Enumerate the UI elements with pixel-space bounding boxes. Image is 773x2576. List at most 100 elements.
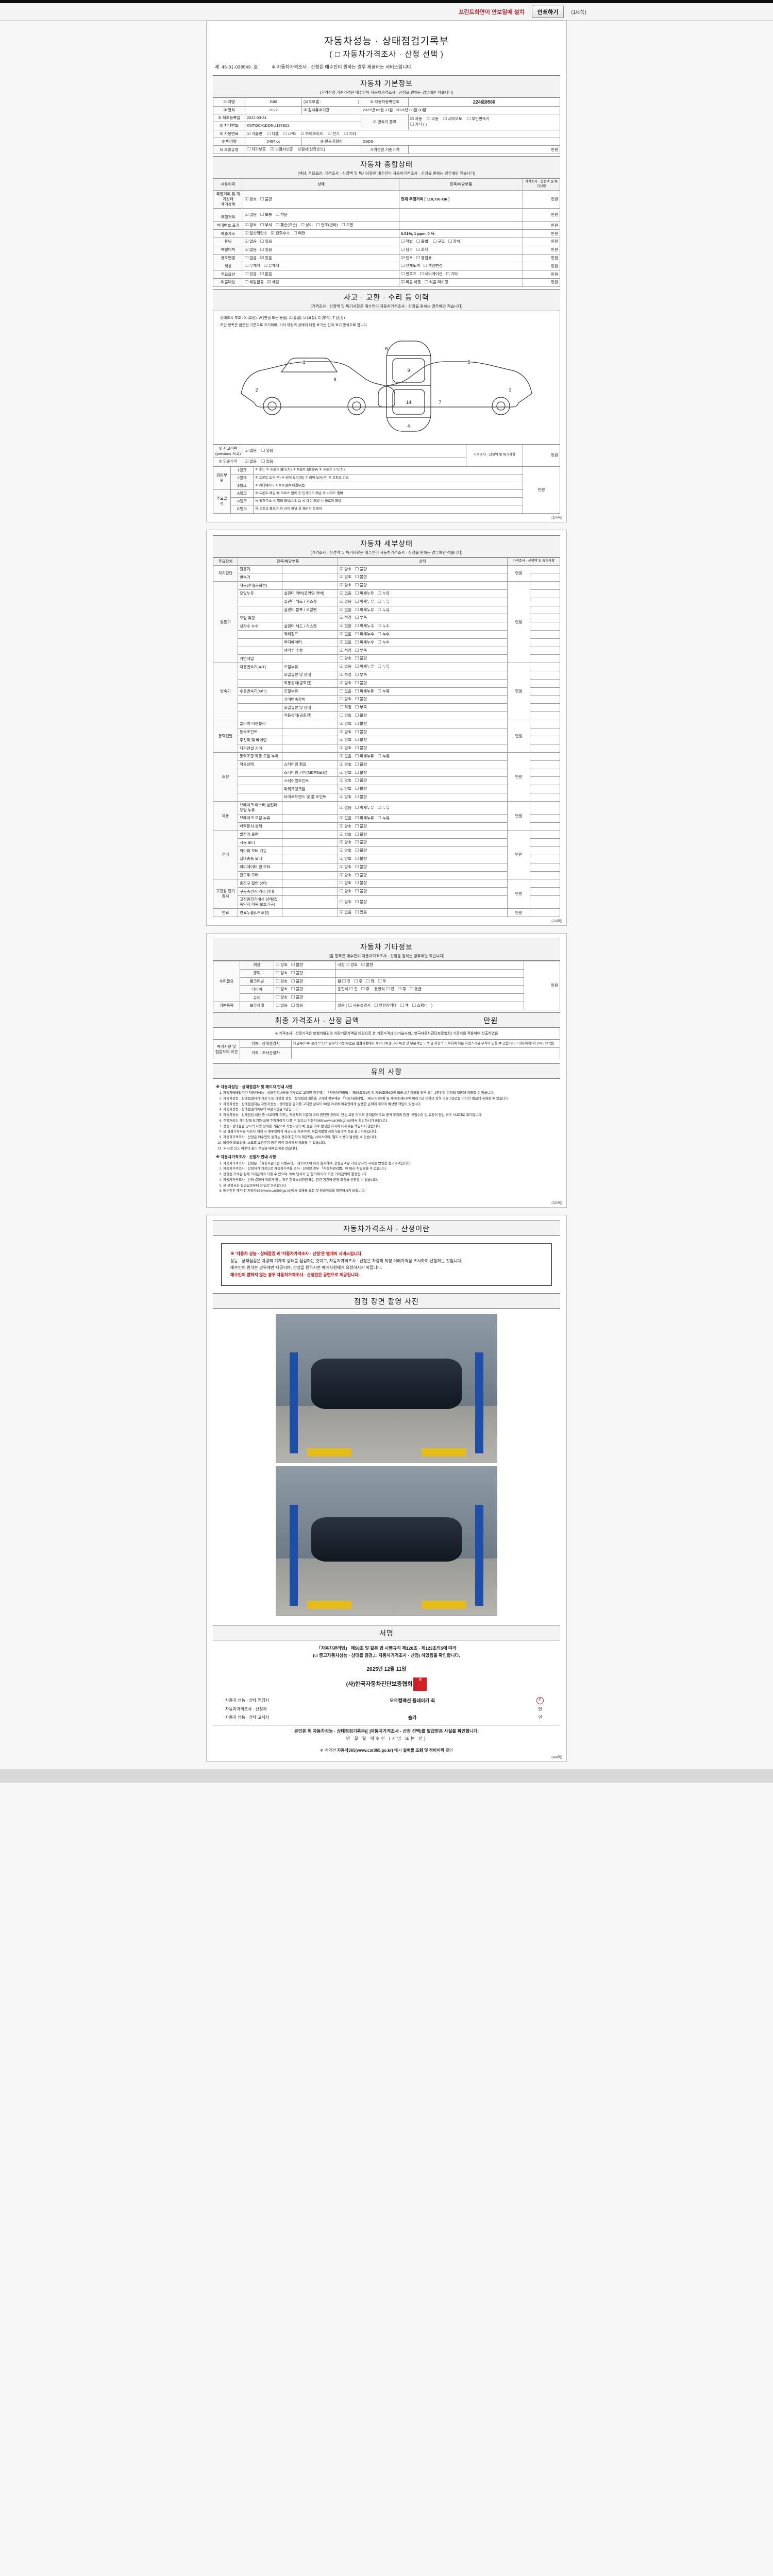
option-사용설명서[interactable]: ☐ 사용설명서: [348, 1003, 371, 1008]
option-없음[interactable]: ☑ 없음: [340, 664, 351, 669]
trans-opt-2[interactable]: ☐ 세미오토: [443, 116, 462, 122]
option-구조[interactable]: ☐ 구조: [433, 239, 445, 244]
option-부족[interactable]: ☐ 부족: [355, 648, 367, 653]
option-무채색[interactable]: ☐ 무채색: [245, 263, 260, 268]
option-부식[interactable]: ☐ 부식: [260, 223, 272, 228]
option-양호[interactable]: ☐ 양호: [276, 995, 288, 1000]
option-썬루프[interactable]: ☐ 썬루프: [401, 272, 416, 277]
car-diagram[interactable]: 2 1 8 6 9 14 4 5 3 7: [216, 329, 557, 441]
option-불량[interactable]: ☐ 불량: [291, 970, 303, 975]
option-유채색[interactable]: ☐ 유채색: [263, 263, 279, 268]
option-양호[interactable]: ☑ 양호: [340, 832, 351, 837]
option-매연[interactable]: ☐ 매연: [293, 231, 306, 236]
option-양호[interactable]: ☑ 양호: [340, 721, 351, 726]
option-후[interactable]: ☐ 후: [354, 978, 363, 984]
option-없음[interactable]: ☐ 없음: [260, 272, 272, 277]
option-누유[interactable]: ☐ 누유: [377, 805, 390, 810]
option-불량[interactable]: ☐ 불량: [355, 778, 367, 783]
option-누유[interactable]: ☐ 누유: [377, 591, 390, 596]
option-부족[interactable]: ☐ 부족: [355, 615, 367, 620]
option-불량[interactable]: ☐ 불량: [260, 196, 272, 201]
option-불량[interactable]: ☐ 불량: [355, 680, 367, 685]
option-전체도색[interactable]: ☐ 전체도색: [401, 263, 420, 268]
print-button[interactable]: 인쇄하기: [531, 5, 564, 18]
fuel-opt-1[interactable]: ☐ 디젤: [266, 131, 279, 136]
option-적정[interactable]: ☑ 적정: [340, 672, 351, 677]
option-양호[interactable]: ☑ 양호: [340, 856, 351, 861]
option-누유[interactable]: ☐ 누유: [377, 664, 390, 669]
option-누유[interactable]: ☐ 누유: [377, 607, 390, 612]
option-기타[interactable]: ☐ 기타: [446, 272, 458, 277]
option-없음[interactable]: ☑ 없음: [340, 639, 351, 645]
option-우[interactable]: ☐ 우: [378, 978, 386, 984]
option-양호[interactable]: ☑ 양호: [340, 761, 351, 767]
option-불량[interactable]: ☐ 불량: [355, 713, 367, 718]
trans-opt-1[interactable]: ☐ 수동: [427, 116, 439, 122]
option-미세누유[interactable]: ☐ 미세누유: [355, 805, 374, 810]
option-상이[interactable]: ☐ 상이: [300, 223, 313, 228]
option-불량[interactable]: ☐ 불량: [355, 656, 367, 661]
option-불량[interactable]: ☐ 불량: [361, 962, 373, 968]
option-없음[interactable]: ☑ 없음: [340, 607, 351, 612]
option-불량[interactable]: ☐ 불량: [355, 583, 367, 588]
option-양호[interactable]: ☑ 양호: [340, 778, 351, 783]
fuel-opt-5[interactable]: ☐ 기타: [344, 131, 357, 136]
option-불량[interactable]: ☐ 불량: [355, 794, 367, 799]
option-영업용[interactable]: ☐ 영업용: [416, 255, 432, 260]
option-적법[interactable]: ☐ 적법: [401, 239, 413, 244]
option-부족[interactable]: ☐ 부족: [355, 705, 367, 710]
trans-opt-3[interactable]: ☐ 무단변속기: [467, 116, 490, 122]
option-불량[interactable]: ☐ 불량: [355, 840, 367, 845]
option-미세누유[interactable]: ☐ 미세누유: [355, 816, 374, 821]
option-양호[interactable]: ☑ 양호: [340, 729, 351, 734]
option-누수[interactable]: ☐ 누수: [377, 632, 390, 637]
option-불량[interactable]: ☐ 불량: [355, 574, 367, 580]
lift-front-view-photo[interactable]: [276, 1313, 497, 1463]
option-양호[interactable]: ☐ 양호: [340, 697, 351, 702]
option-안전삼각대[interactable]: ☐ 안전삼각대: [374, 1003, 397, 1008]
option-있음[interactable]: ☐ 있음: [355, 910, 367, 915]
option-불량[interactable]: ☐ 불량: [291, 995, 303, 1000]
option-없음[interactable]: ☑ 없음: [340, 910, 351, 915]
option-양호[interactable]: ☑ 양호: [340, 848, 351, 853]
option-양호[interactable]: ☑ 양호: [340, 583, 351, 588]
repair-opt-0[interactable]: ☑ 없음: [245, 459, 257, 464]
option-있음[interactable]: ☐ 있음: [245, 272, 257, 277]
option-없음[interactable]: ☑ 없음: [245, 247, 257, 252]
option-양호[interactable]: ☑ 양호: [340, 770, 351, 775]
option-장치[interactable]: ☐ 장치: [448, 239, 461, 244]
option-적정[interactable]: ☐ 적정: [340, 705, 351, 710]
option-불량[interactable]: ☐ 불량: [355, 566, 367, 571]
option-불량[interactable]: ☐ 불량: [355, 872, 367, 877]
option-없음[interactable]: ☐ 없음: [340, 688, 351, 693]
option-양호[interactable]: ☐ 양호: [340, 899, 351, 904]
option-누유[interactable]: ☐ 누유: [377, 688, 390, 693]
option-불량[interactable]: ☐ 불량: [355, 823, 367, 828]
option-양호[interactable]: ☑ 양호: [340, 823, 351, 828]
option-렌트[interactable]: ☑ 렌트: [401, 255, 413, 260]
option-있음[interactable]: ☐ 있음: [291, 1003, 303, 1008]
option-미세누유[interactable]: ☐ 미세누유: [355, 754, 374, 759]
option-불량[interactable]: ☐ 불량: [291, 987, 303, 992]
option-양호[interactable]: ☐ 양호: [276, 962, 288, 968]
trans-opt-0[interactable]: ☑ 자동: [410, 116, 422, 122]
option-양호[interactable]: ☑ 양호: [340, 737, 351, 742]
option-양호[interactable]: ☑ 양호: [340, 745, 351, 751]
option-양호[interactable]: ☑ 양호: [245, 196, 257, 201]
option-양호[interactable]: ☑ 양호: [340, 872, 351, 877]
option-양호[interactable]: ☑ 양호: [245, 223, 257, 228]
option-없음[interactable]: ☑ 없음: [340, 805, 351, 810]
option-없음[interactable]: ☑ 없음: [340, 623, 351, 629]
option-침수[interactable]: ☐ 침수: [401, 247, 413, 252]
option-미세누유[interactable]: ☐ 미세누유: [355, 591, 374, 596]
option-후[interactable]: ☐ 후: [361, 987, 369, 992]
option-불량[interactable]: ☐ 불량: [355, 770, 367, 775]
option-해당[interactable]: ☑ 해당: [267, 279, 279, 284]
option-양호[interactable]: ☑ 양호: [340, 794, 351, 799]
option-적정[interactable]: ☑ 적정: [340, 648, 351, 653]
fuel-opt-2[interactable]: ☐ LPG: [283, 131, 296, 136]
option-양호[interactable]: ☑ 양호: [340, 786, 351, 791]
option-적음[interactable]: ☐ 적음: [275, 212, 288, 217]
checkbox-checked-icon[interactable]: ☑: [314, 1653, 318, 1658]
option-미세누수[interactable]: ☐ 미세누수: [355, 639, 374, 645]
